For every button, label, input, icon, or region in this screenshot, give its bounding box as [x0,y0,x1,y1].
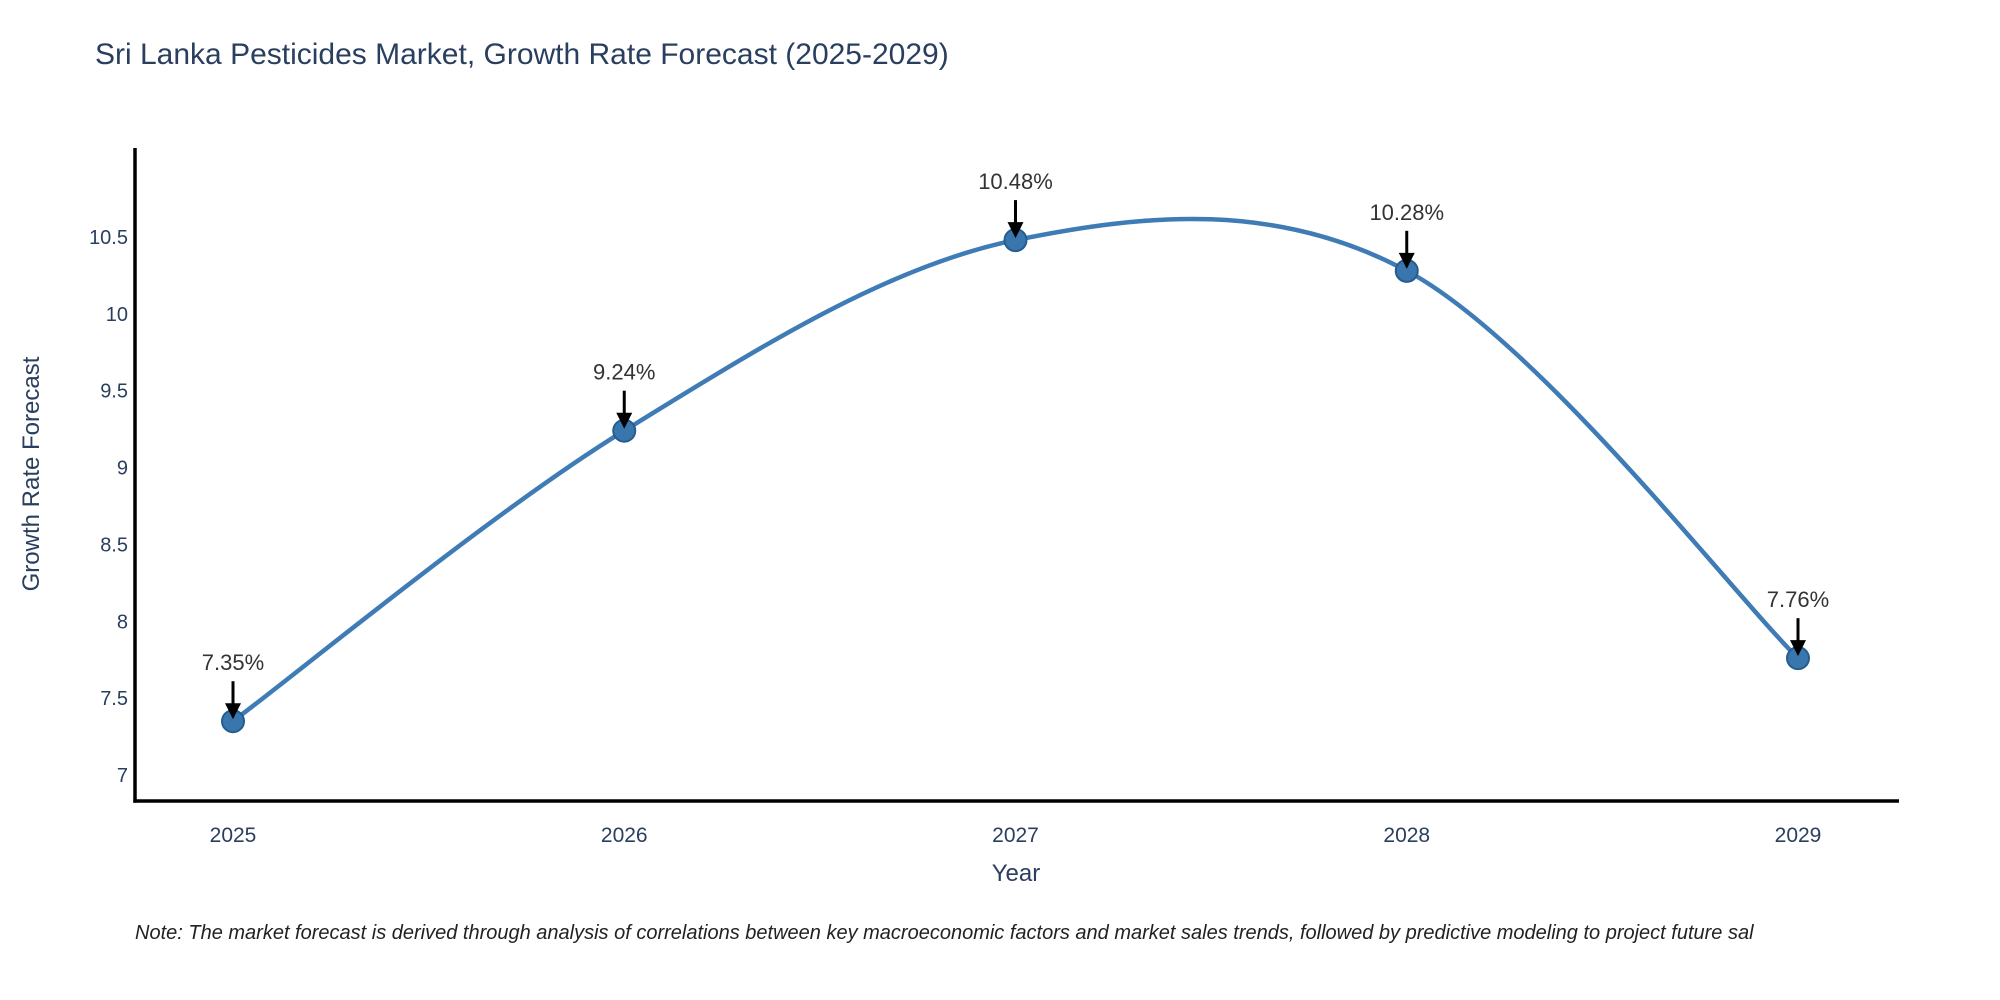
annotation-arrowhead [1790,640,1806,657]
x-axis-title: Year [991,860,1041,887]
annotation-arrowhead [616,412,633,429]
data-point-label: 9.24% [593,360,655,385]
x-tick-label: 2027 [992,824,1039,847]
y-tick-label: 7.5 [100,688,128,710]
y-tick-label: 7 [117,765,128,787]
y-tick-label: 8 [117,611,128,633]
y-tick-label: 9.5 [100,381,128,403]
data-point-label: 10.48% [978,169,1053,194]
chart-title: Sri Lanka Pesticides Market, Growth Rate… [95,38,949,71]
annotation-arrowhead [1398,252,1415,269]
annotation-arrowhead [225,703,241,720]
annotation-arrowhead [1007,222,1024,239]
y-axis-title: Growth Rate Forecast [18,356,45,592]
x-tick-label: 2025 [210,824,257,847]
y-tick-label: 10 [106,304,128,326]
x-tick-label: 2029 [1775,824,1822,847]
data-point-label: 10.28% [1369,200,1444,225]
chart-note: Note: The market forecast is derived thr… [135,922,1754,944]
data-point-label: 7.35% [202,650,264,675]
x-tick-label: 2028 [1383,824,1430,847]
y-tick-label: 8.5 [100,534,128,556]
data-point-label: 7.76% [1767,587,1829,612]
y-tick-label: 9 [117,458,128,480]
y-tick-label: 10.5 [89,227,128,249]
x-tick-label: 2026 [601,824,648,847]
trend-line [230,216,1801,724]
